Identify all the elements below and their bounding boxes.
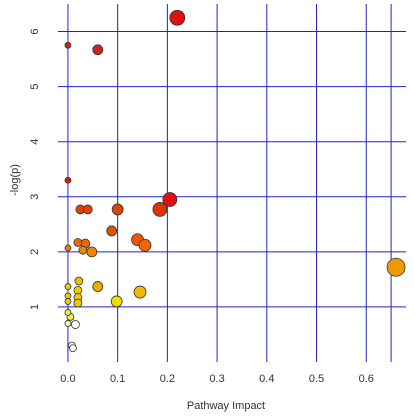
data-point <box>92 44 104 56</box>
data-point <box>64 41 72 49</box>
data-point <box>64 283 72 290</box>
data-point <box>111 203 124 216</box>
x-tick-label: 0.1 <box>110 373 125 385</box>
y-tick-label: 5 <box>29 84 41 90</box>
y-tick-label: 1 <box>29 304 41 310</box>
data-point <box>64 298 72 305</box>
y-tick-label: 6 <box>29 28 41 34</box>
data-point <box>64 320 72 327</box>
data-point <box>64 244 72 252</box>
grid-layer <box>58 4 406 362</box>
data-point <box>73 238 83 247</box>
data-point <box>64 309 72 316</box>
data-point <box>64 292 72 300</box>
data-point <box>71 320 80 329</box>
data-point <box>69 344 77 353</box>
data-point <box>152 202 168 217</box>
data-point <box>92 281 104 292</box>
y-tick-label: 3 <box>29 194 41 200</box>
data-point <box>78 245 88 255</box>
x-tick-label: 0.0 <box>60 373 75 385</box>
x-tick-label: 0.3 <box>209 373 224 385</box>
data-point <box>169 9 186 26</box>
data-point <box>64 176 72 184</box>
data-point <box>110 295 123 308</box>
x-tick-label: 0.6 <box>359 373 374 385</box>
points-layer <box>64 9 406 353</box>
x-axis-title: Pathway Impact <box>187 400 265 412</box>
data-point <box>86 246 98 258</box>
x-tick-label: 0.4 <box>259 373 274 385</box>
x-tick-label: 0.2 <box>160 373 175 385</box>
data-point <box>138 238 152 252</box>
data-point <box>106 225 118 237</box>
data-point <box>74 276 84 286</box>
x-tick-label: 0.5 <box>309 373 324 385</box>
data-point <box>73 298 83 308</box>
y-axis-title: -log(p) <box>9 164 21 196</box>
ticks-layer: 0.0 0.1 0.2 0.3 0.4 0.5 0.6 1 2 3 4 5 6 <box>29 28 374 385</box>
y-tick-label: 4 <box>29 139 41 145</box>
y-tick-label: 2 <box>29 249 41 255</box>
data-point <box>162 192 178 207</box>
data-point <box>133 285 147 299</box>
data-point <box>386 257 406 277</box>
data-point <box>82 204 93 215</box>
